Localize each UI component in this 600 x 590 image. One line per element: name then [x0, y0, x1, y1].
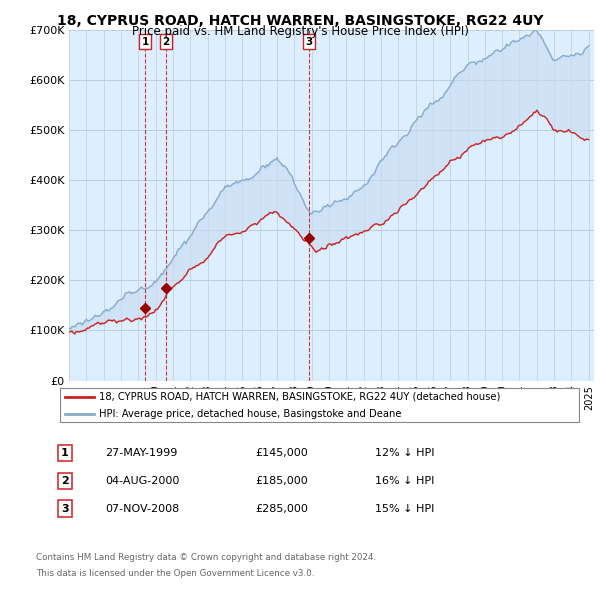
Text: 16% ↓ HPI: 16% ↓ HPI [375, 476, 434, 486]
Text: Price paid vs. HM Land Registry's House Price Index (HPI): Price paid vs. HM Land Registry's House … [131, 25, 469, 38]
Text: 07-NOV-2008: 07-NOV-2008 [105, 504, 179, 513]
Text: 1: 1 [142, 37, 149, 47]
Text: Contains HM Land Registry data © Crown copyright and database right 2024.: Contains HM Land Registry data © Crown c… [36, 553, 376, 562]
Text: 1: 1 [61, 448, 68, 458]
Text: 2: 2 [61, 476, 68, 486]
Text: 15% ↓ HPI: 15% ↓ HPI [375, 504, 434, 513]
Text: HPI: Average price, detached house, Basingstoke and Deane: HPI: Average price, detached house, Basi… [99, 409, 401, 419]
Text: 18, CYPRUS ROAD, HATCH WARREN, BASINGSTOKE, RG22 4UY (detached house): 18, CYPRUS ROAD, HATCH WARREN, BASINGSTO… [99, 392, 500, 402]
Text: 18, CYPRUS ROAD, HATCH WARREN, BASINGSTOKE, RG22 4UY: 18, CYPRUS ROAD, HATCH WARREN, BASINGSTO… [57, 14, 543, 28]
Text: 27-MAY-1999: 27-MAY-1999 [105, 448, 178, 458]
Text: £185,000: £185,000 [255, 476, 308, 486]
Text: 04-AUG-2000: 04-AUG-2000 [105, 476, 179, 486]
Text: 3: 3 [305, 37, 313, 47]
Text: 2: 2 [163, 37, 170, 47]
Text: This data is licensed under the Open Government Licence v3.0.: This data is licensed under the Open Gov… [36, 569, 314, 578]
Text: £145,000: £145,000 [255, 448, 308, 458]
Text: 12% ↓ HPI: 12% ↓ HPI [375, 448, 434, 458]
Text: 3: 3 [61, 504, 68, 513]
Text: £285,000: £285,000 [255, 504, 308, 513]
